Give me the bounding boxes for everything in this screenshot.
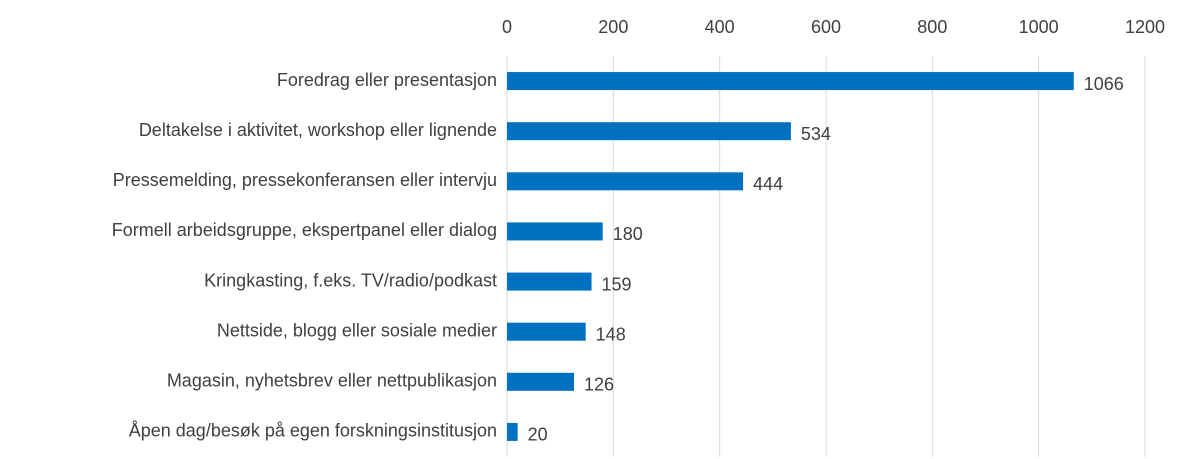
bar (507, 72, 1074, 91)
x-tick-label: 1200 (1125, 17, 1165, 37)
bar (507, 222, 603, 241)
value-label: 148 (596, 324, 626, 344)
x-tick-label: 1000 (1019, 17, 1059, 37)
value-label: 126 (584, 375, 614, 395)
x-tick-label: 800 (917, 17, 947, 37)
x-tick-label: 200 (598, 17, 628, 37)
y-tick-label: Åpen dag/besøk på egen forskningsinstitu… (129, 421, 497, 441)
bar (507, 172, 744, 191)
bar (507, 272, 592, 291)
y-tick-label: Kringkasting, f.eks. TV/radio/podkast (204, 270, 497, 290)
y-tick-label: Magasin, nyhetsbrev eller nettpublikasjo… (167, 371, 497, 391)
y-tick-label: Foredrag eller presentasjon (277, 70, 497, 90)
y-tick-label: Deltakelse i aktivitet, workshop eller l… (139, 120, 497, 140)
value-label: 159 (602, 274, 632, 294)
x-tick-label: 600 (811, 17, 841, 37)
value-label: 20 (528, 425, 548, 445)
value-label: 180 (613, 224, 643, 244)
value-label: 1066 (1084, 74, 1124, 94)
x-tick-label: 0 (502, 17, 512, 37)
bar (507, 122, 791, 141)
bar (507, 422, 518, 441)
y-tick-label: Nettside, blogg eller sosiale medier (217, 320, 497, 340)
y-tick-label: Pressemelding, pressekonferansen eller i… (113, 170, 497, 190)
x-tick-label: 400 (705, 17, 735, 37)
value-label: 444 (753, 174, 783, 194)
bar (507, 372, 574, 391)
bar (507, 322, 586, 341)
value-label: 534 (801, 124, 831, 144)
y-tick-label: Formell arbeidsgruppe, ekspertpanel elle… (112, 220, 497, 240)
